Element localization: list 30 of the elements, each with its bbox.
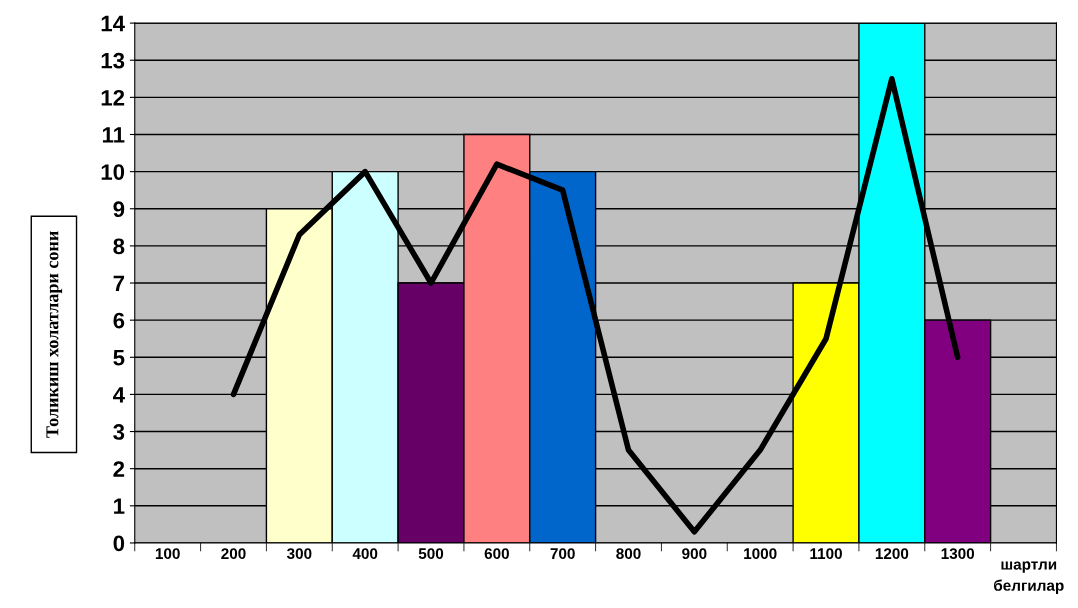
y-tick-label: 7 bbox=[113, 275, 125, 292]
y-tick-label: 12 bbox=[101, 89, 125, 106]
y-axis-title: Толикиш холатлари сони bbox=[46, 231, 63, 438]
y-tick-label: 11 bbox=[102, 127, 125, 143]
x-tick-label: 100 bbox=[155, 548, 180, 560]
y-tick-label: 3 bbox=[113, 424, 125, 440]
y-tick-label: 13 bbox=[101, 52, 125, 69]
x-tick-label: 800 bbox=[616, 548, 641, 560]
x-tick-label: 900 bbox=[682, 548, 707, 560]
y-tick-label: 1 bbox=[114, 498, 125, 514]
y-tick-label: 14 bbox=[101, 15, 125, 32]
y-tick-label: 4 bbox=[113, 387, 125, 403]
y-tick-label: 5 bbox=[113, 350, 125, 366]
x-tick-label: 600 bbox=[484, 548, 509, 560]
y-tick-label: 0 bbox=[113, 535, 125, 552]
x-tick-label: 1000 bbox=[744, 548, 777, 560]
y-tick-label: 8 bbox=[113, 238, 125, 255]
x-tick-label: 200 bbox=[221, 548, 246, 560]
x-tick-label: 300 bbox=[286, 548, 312, 560]
y-tick-label: 9 bbox=[113, 201, 125, 218]
x-tick-label: 400 bbox=[352, 548, 378, 560]
x-tick-label: 700 bbox=[550, 548, 575, 560]
y-tick-label: 6 bbox=[113, 312, 125, 329]
x-tick-label: 1200 bbox=[875, 548, 909, 560]
y-tick-label: 10 bbox=[101, 164, 125, 180]
x-tick-label: 1300 bbox=[941, 548, 975, 560]
x-tick-label: 1100 bbox=[810, 548, 842, 560]
y-tick-label: 2 bbox=[113, 461, 125, 477]
x-tick-label: 500 bbox=[418, 548, 444, 560]
x-axis-title: шартли белгилар bbox=[994, 561, 1064, 594]
